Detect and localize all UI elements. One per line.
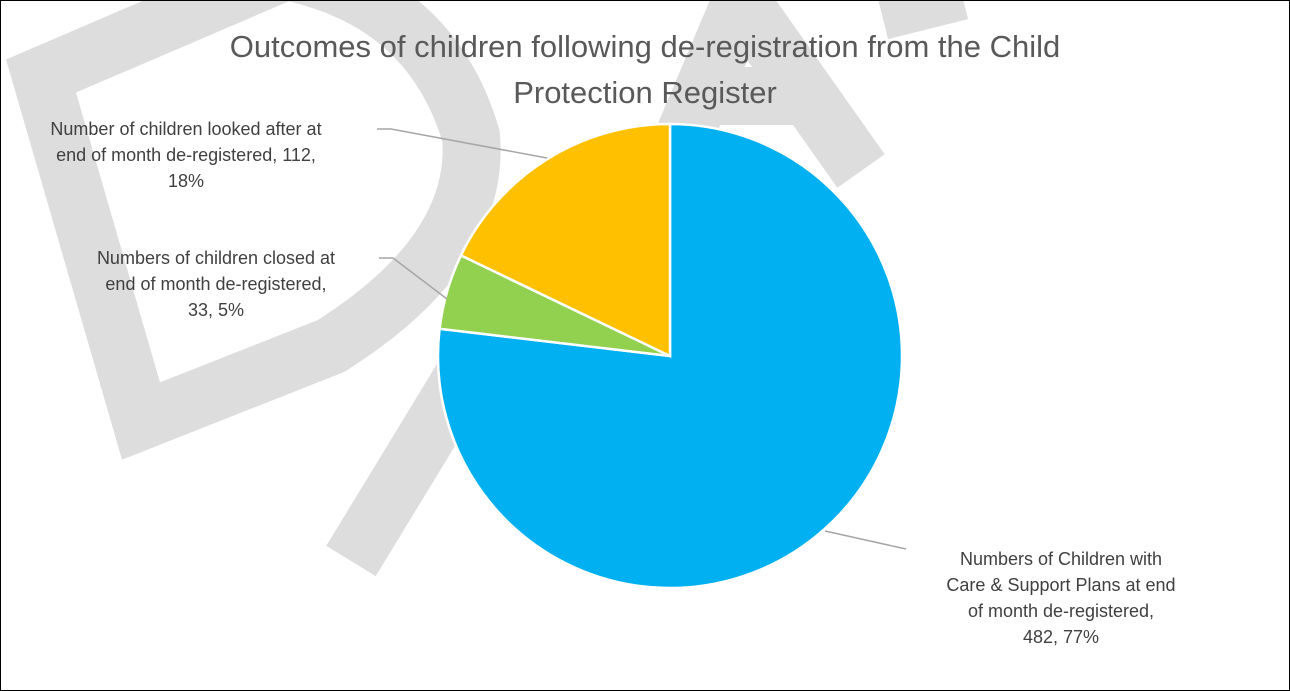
data-label-3-line-3: 18% bbox=[168, 171, 204, 191]
leader-lines bbox=[377, 128, 907, 550]
watermark-letter-d bbox=[6, 1, 501, 460]
pie-slices bbox=[436, 122, 904, 590]
data-label-3-line-2: end of month de-registered, 112, bbox=[56, 145, 316, 165]
leader-line-2 bbox=[379, 257, 448, 300]
data-label-3: Number of children looked after at end of… bbox=[50, 119, 321, 191]
data-label-2-line-1: Numbers of children closed at bbox=[97, 248, 335, 268]
data-label-2-line-3: 33, 5% bbox=[188, 300, 244, 320]
data-label-1-line-3: of month de-registered, bbox=[968, 601, 1154, 621]
pie-slice-3 bbox=[459, 122, 672, 358]
data-label-2-line-2: end of month de-registered, bbox=[105, 274, 326, 294]
data-label-2: Numbers of children closed at end of mont… bbox=[97, 248, 335, 320]
leader-line-1 bbox=[824, 530, 907, 550]
chart-title: Outcomes of children following de-regist… bbox=[230, 29, 1061, 110]
chart-title-line-1: Outcomes of children following de-regist… bbox=[230, 29, 1061, 64]
data-label-1: Numbers of Children with Care & Support P… bbox=[946, 549, 1175, 647]
watermark-letter-f bbox=[878, 1, 969, 40]
data-label-1-line-1: Numbers of Children with bbox=[960, 549, 1162, 569]
data-label-1-line-4: 482, 77% bbox=[1023, 627, 1099, 647]
leader-line-3 bbox=[377, 128, 548, 159]
chart-title-line-2: Protection Register bbox=[513, 75, 777, 110]
data-label-3-line-1: Number of children looked after at bbox=[50, 119, 321, 139]
data-label-1-line-2: Care & Support Plans at end bbox=[946, 575, 1175, 595]
data-labels: Numbers of Children with Care & Support P… bbox=[50, 119, 1175, 647]
